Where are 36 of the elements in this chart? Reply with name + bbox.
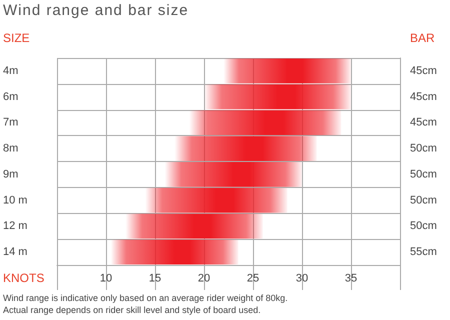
y2-tick-label: 50cm bbox=[410, 168, 437, 180]
bar bbox=[145, 188, 288, 213]
bar bbox=[204, 84, 351, 110]
x-tick-label: 20 bbox=[198, 272, 210, 284]
bar bbox=[189, 110, 342, 136]
x-tick-label: 25 bbox=[246, 272, 260, 284]
bar bbox=[174, 136, 317, 161]
y2-axis-title: BAR bbox=[410, 31, 436, 45]
y-tick-label: 6m bbox=[3, 90, 18, 103]
y2-tick-label: 55cm bbox=[410, 246, 437, 258]
y-tick-label: 9m bbox=[3, 168, 18, 180]
y-tick-label: 10 m bbox=[3, 194, 28, 206]
y-axis-title: SIZE bbox=[3, 31, 30, 45]
y2-tick-label: 45cm bbox=[410, 90, 437, 103]
x-axis-title: KNOTS bbox=[3, 271, 44, 285]
bar bbox=[110, 240, 238, 264]
y-tick-label: 12 m bbox=[3, 220, 28, 232]
x-tick-label: 15 bbox=[148, 272, 162, 284]
text: Actual range depends on rider skill level and style of board used. bbox=[3, 304, 262, 316]
y-tick-label: 14 m bbox=[3, 246, 28, 258]
chart-title: Wind range and bar size bbox=[3, 2, 189, 19]
bar bbox=[224, 58, 351, 84]
bar bbox=[126, 214, 263, 239]
text: Wind range is indicative only based on an average rider weight of 80kg. bbox=[3, 292, 288, 304]
bar bbox=[164, 162, 302, 187]
y-tick-label: 7m bbox=[3, 116, 18, 129]
x-tick-label: 30 bbox=[296, 272, 308, 284]
y2-tick-label: 50cm bbox=[410, 142, 437, 155]
y-tick-label: 4m bbox=[3, 64, 18, 77]
x-tick-label: 10 bbox=[100, 272, 112, 284]
y2-tick-label: 45cm bbox=[410, 64, 437, 77]
y-tick-label: 8m bbox=[3, 142, 18, 155]
x-tick-label: 35 bbox=[344, 272, 358, 284]
y2-tick-label: 45cm bbox=[410, 116, 437, 129]
y2-tick-label: 50cm bbox=[410, 194, 437, 206]
y2-tick-label: 50cm bbox=[410, 220, 437, 232]
